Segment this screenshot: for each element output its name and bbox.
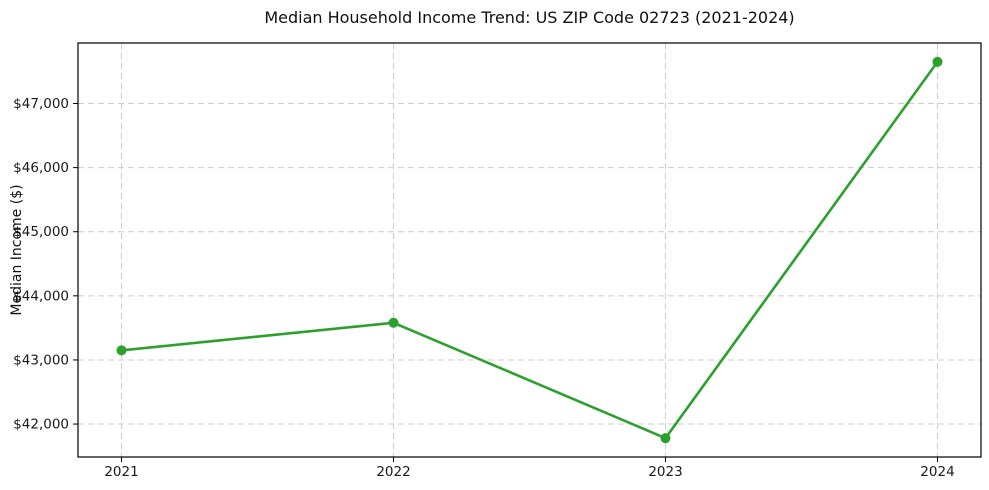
y-tick-label: $47,000 (13, 96, 69, 112)
data-point-2024 (932, 56, 943, 67)
x-tick-label: 2024 (920, 464, 954, 480)
data-point-2021 (116, 345, 127, 356)
y-tick-label: $43,000 (13, 352, 69, 368)
y-tick-label: $45,000 (13, 224, 69, 240)
x-tick-label: 2021 (104, 464, 138, 480)
y-tick-label: $44,000 (13, 288, 69, 304)
x-tick-label: 2022 (376, 464, 410, 480)
y-axis-label: Median Income ($) (9, 184, 25, 316)
y-tick-label: $42,000 (13, 417, 69, 433)
y-tick-label: $46,000 (13, 160, 69, 176)
data-point-2023 (660, 433, 671, 444)
plot-border (77, 42, 982, 458)
chart-title: Median Household Income Trend: US ZIP Co… (264, 8, 795, 27)
data-point-2022 (388, 317, 399, 328)
x-tick-label: 2023 (648, 464, 682, 480)
income-trend-line (120, 60, 939, 440)
